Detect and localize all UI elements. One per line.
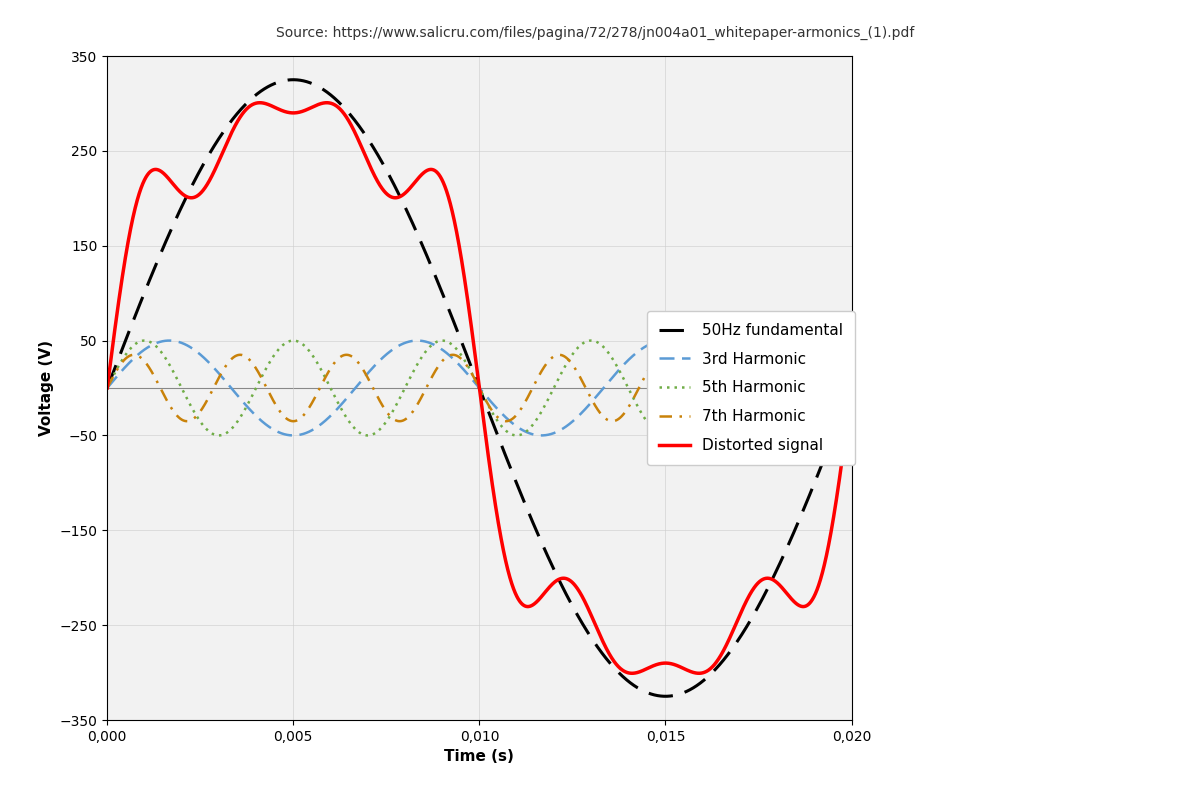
Line: 7th Harmonic: 7th Harmonic (107, 355, 852, 421)
Y-axis label: Voltage (V): Voltage (V) (39, 340, 54, 436)
50Hz fundamental (236, 103, 250, 113)
50Hz fundamental (385, 175, 399, 185)
7th Harmonic (445, 350, 460, 360)
5th Harmonic (137, 336, 151, 346)
3rd Harmonic (100, 383, 114, 393)
3rd Harmonic (535, 430, 549, 440)
50Hz fundamental (547, 564, 561, 574)
7th Harmonic (844, 383, 859, 393)
Text: Source: https://www.salicru.com/files/pagina/72/278/jn004a01_whitepaper-armonics: Source: https://www.salicru.com/files/pa… (276, 26, 915, 40)
5th Harmonic (385, 408, 399, 418)
Distorted signal (712, 653, 727, 662)
X-axis label: Time (s): Time (s) (444, 750, 515, 764)
7th Harmonic (236, 350, 250, 360)
Line: 3rd Harmonic: 3rd Harmonic (107, 341, 852, 435)
3rd Harmonic (844, 383, 859, 393)
50Hz fundamental (659, 691, 673, 701)
Line: 5th Harmonic: 5th Harmonic (107, 341, 852, 435)
50Hz fundamental (585, 634, 599, 643)
5th Harmonic (236, 409, 250, 418)
Legend: 50Hz fundamental, 3rd Harmonic, 5th Harmonic, 7th Harmonic, Distorted signal: 50Hz fundamental, 3rd Harmonic, 5th Harm… (647, 310, 855, 466)
Distorted signal (100, 383, 114, 393)
Distorted signal (844, 383, 859, 393)
Distorted signal (236, 109, 250, 118)
5th Harmonic (585, 336, 599, 346)
5th Harmonic (547, 383, 561, 393)
50Hz fundamental (844, 383, 859, 393)
7th Harmonic (100, 383, 114, 393)
Distorted signal (252, 98, 267, 107)
Distorted signal (585, 611, 599, 621)
50Hz fundamental (100, 383, 114, 393)
7th Harmonic (585, 394, 599, 404)
3rd Harmonic (385, 346, 399, 355)
Distorted signal (655, 658, 669, 668)
7th Harmonic (656, 350, 671, 360)
5th Harmonic (100, 383, 114, 393)
5th Harmonic (655, 430, 669, 440)
5th Harmonic (844, 383, 859, 393)
5th Harmonic (807, 430, 822, 440)
7th Harmonic (499, 416, 513, 426)
Line: Distorted signal: Distorted signal (107, 102, 852, 674)
Distorted signal (547, 578, 561, 587)
7th Harmonic (385, 413, 399, 422)
3rd Harmonic (585, 398, 599, 407)
Distorted signal (692, 669, 706, 678)
3rd Harmonic (656, 336, 671, 346)
Distorted signal (385, 192, 399, 202)
50Hz fundamental (286, 75, 300, 85)
5th Harmonic (712, 353, 727, 362)
3rd Harmonic (547, 428, 561, 438)
50Hz fundamental (712, 660, 727, 670)
3rd Harmonic (236, 397, 250, 406)
3rd Harmonic (410, 336, 424, 346)
50Hz fundamental (655, 691, 669, 701)
7th Harmonic (712, 416, 727, 426)
7th Harmonic (547, 351, 561, 361)
3rd Harmonic (712, 374, 727, 383)
Line: 50Hz fundamental: 50Hz fundamental (107, 80, 852, 696)
